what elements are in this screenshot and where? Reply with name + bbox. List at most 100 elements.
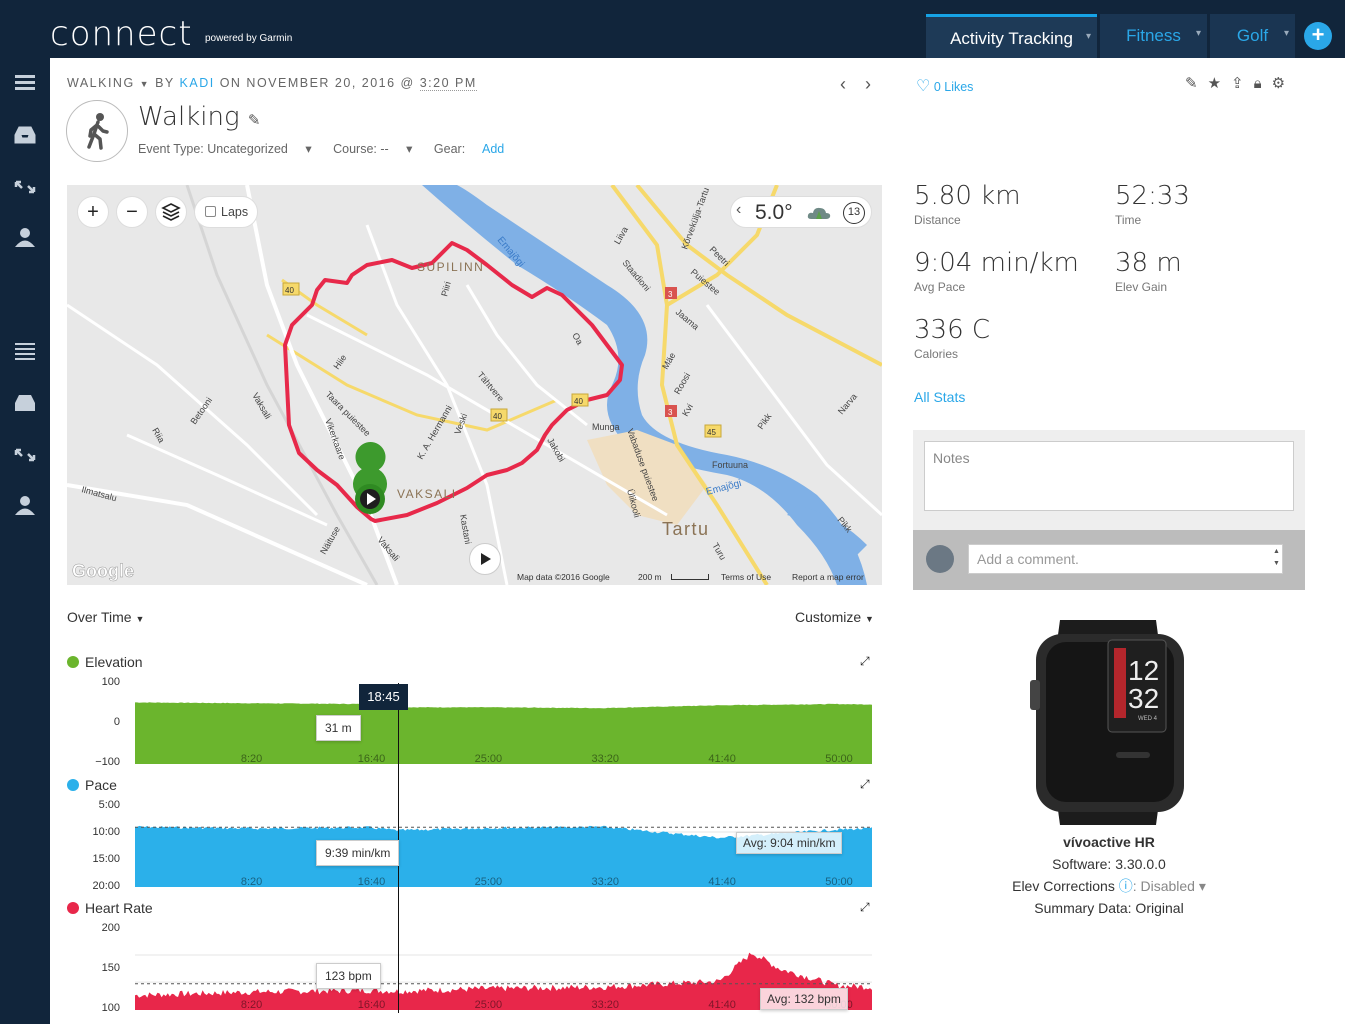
- add-gear-link[interactable]: Add: [481, 142, 505, 156]
- zoom-out-button[interactable]: −: [116, 196, 148, 228]
- route-map[interactable]: 40 40 40 45 3 3 SUPILINN VAKSALI Tartu E…: [67, 185, 882, 585]
- stat-avg-pace: 9:04 min/km Avg Pace: [914, 248, 1079, 294]
- chevron-down-icon[interactable]: ▾: [1195, 28, 1201, 39]
- weather-widget[interactable]: ‹ 5.0° 13: [730, 196, 872, 228]
- menu-icon[interactable]: [12, 72, 38, 94]
- map-scale[interactable]: 200 m: [638, 572, 662, 582]
- layers-button[interactable]: [155, 196, 187, 228]
- likes-button[interactable]: ♡ 0 Likes: [916, 76, 973, 96]
- y-tick: 150: [101, 962, 120, 974]
- list-icon[interactable]: [12, 340, 38, 362]
- comment-input[interactable]: Add a comment.: [968, 544, 1283, 574]
- arrows-icon[interactable]: [12, 444, 38, 466]
- top-bar: connect powered by Garmin Activity Track…: [0, 0, 1345, 58]
- x-tick: 16:40: [358, 876, 386, 887]
- watch-date: WED 4: [1138, 716, 1158, 722]
- terms-link[interactable]: Terms of Use: [721, 572, 772, 582]
- notes-field[interactable]: Notes: [924, 441, 1294, 511]
- google-logo[interactable]: Google: [72, 561, 135, 582]
- arrows-icon[interactable]: [12, 176, 38, 198]
- x-tick: 41:40: [708, 999, 736, 1010]
- heart-rate-tooltip: 123 bpm: [316, 963, 381, 989]
- map-data-credit[interactable]: Map data ©2016 Google: [517, 572, 610, 582]
- map-canvas[interactable]: 40 40 40 45 3 3 SUPILINN VAKSALI Tartu E…: [67, 185, 882, 585]
- x-tick: 50:00: [825, 753, 853, 764]
- stat-label: Elev Gain: [1115, 280, 1168, 294]
- tab-activity-tracking[interactable]: Activity Tracking ▾: [926, 14, 1097, 58]
- x-tick: 16:40: [358, 999, 386, 1010]
- area-series: [135, 952, 872, 1010]
- all-stats-link[interactable]: All Stats: [914, 389, 966, 405]
- y-tick: 0: [113, 716, 120, 728]
- expand-icon[interactable]: ⤢: [860, 900, 870, 914]
- user-link[interactable]: KADI: [179, 76, 215, 90]
- by-label: BY: [155, 76, 175, 90]
- inbox-icon[interactable]: [12, 392, 38, 414]
- user-icon[interactable]: [12, 226, 38, 248]
- inbox-icon[interactable]: [12, 124, 38, 146]
- zoom-in-button[interactable]: +: [77, 196, 109, 228]
- play-route-button[interactable]: [469, 543, 501, 575]
- device-image: 12 32 WED 4: [1030, 620, 1184, 825]
- gear-icon[interactable]: ⚙: [1271, 75, 1296, 92]
- tab-golf[interactable]: Golf ▾: [1210, 14, 1295, 58]
- stat-label: Calories: [914, 347, 959, 361]
- walking-icon: [87, 113, 109, 150]
- activity-title[interactable]: Walking ✎: [138, 102, 260, 132]
- course-dropdown[interactable]: Course: -- ▾: [333, 142, 413, 156]
- stat-label: Avg Pace: [914, 280, 966, 294]
- event-type-label: Event Type: Uncategorized: [138, 142, 288, 156]
- previous-arrow-icon[interactable]: ‹: [840, 74, 846, 94]
- pace-label: Pace: [85, 777, 117, 793]
- gear-field: Gear: Add: [434, 142, 518, 156]
- tab-golf-label: Golf: [1236, 26, 1269, 45]
- report-map-error-link[interactable]: Report a map error: [792, 572, 864, 582]
- wind-icon: 13: [843, 202, 865, 224]
- laps-checkbox[interactable]: [205, 206, 216, 217]
- course-label: Course: --: [333, 142, 389, 156]
- chevron-down-icon[interactable]: ▾: [1085, 31, 1091, 42]
- elevation-tooltip: 31 m: [316, 715, 361, 741]
- expand-icon[interactable]: ⤢: [860, 777, 870, 791]
- svg-text:40: 40: [285, 286, 294, 295]
- layers-icon: [161, 203, 181, 221]
- over-time-dropdown[interactable]: Over Time ▼: [67, 609, 144, 625]
- edit-icon[interactable]: ✎: [1185, 75, 1208, 92]
- stat-distance: 5.80 km Distance: [914, 181, 1021, 227]
- chevron-left-icon[interactable]: ‹: [736, 201, 742, 218]
- comment-scrollbar[interactable]: ▲ ▼: [1273, 548, 1280, 567]
- chevron-down-icon[interactable]: ▼: [139, 79, 151, 89]
- lock-icon[interactable]: 🔒︎: [1253, 75, 1272, 92]
- sidebar: [0, 58, 50, 1024]
- activity-type-dropdown[interactable]: WALKING: [67, 76, 135, 90]
- tab-fitness[interactable]: Fitness ▾: [1100, 14, 1207, 58]
- y-tick: 15:00: [92, 853, 120, 865]
- start-time[interactable]: 3:20 PM: [419, 76, 477, 91]
- garmin-connect-logo[interactable]: connect: [50, 14, 193, 54]
- x-tick: 8:20: [241, 876, 262, 887]
- heart-rate-chart-title: Heart Rate: [67, 900, 153, 916]
- scale-bar: [671, 574, 709, 580]
- share-icon[interactable]: ⇪: [1231, 75, 1254, 92]
- stat-label: Time: [1115, 213, 1142, 227]
- x-tick: 33:20: [591, 876, 619, 887]
- laps-toggle[interactable]: Laps: [194, 196, 258, 228]
- expand-icon[interactable]: ⤢: [860, 654, 870, 668]
- pencil-icon[interactable]: ✎: [247, 111, 261, 129]
- next-arrow-icon[interactable]: ›: [865, 74, 872, 94]
- add-button[interactable]: +: [1304, 22, 1332, 50]
- star-icon[interactable]: ★: [1207, 75, 1232, 92]
- help-icon[interactable]: ⓘ: [1118, 878, 1133, 894]
- stat-time: 52:33 Time: [1115, 181, 1190, 227]
- user-icon[interactable]: [12, 494, 38, 516]
- stat-label: Distance: [914, 213, 961, 227]
- customize-dropdown[interactable]: Customize ▼: [795, 609, 874, 625]
- cloud-icon: [807, 207, 831, 219]
- chevron-down-icon[interactable]: ▾: [1283, 28, 1289, 39]
- elev-corrections-dropdown[interactable]: : Disabled ▾: [1132, 878, 1206, 894]
- elevation-chart[interactable]: 8:20 16:40 25:00 33:20 41:40 50:00: [135, 683, 872, 764]
- event-type-dropdown[interactable]: Event Type: Uncategorized ▾: [138, 142, 312, 156]
- route-track: [283, 241, 624, 523]
- watch-minutes: 32: [1128, 683, 1159, 714]
- activity-title-text: Walking: [138, 102, 240, 132]
